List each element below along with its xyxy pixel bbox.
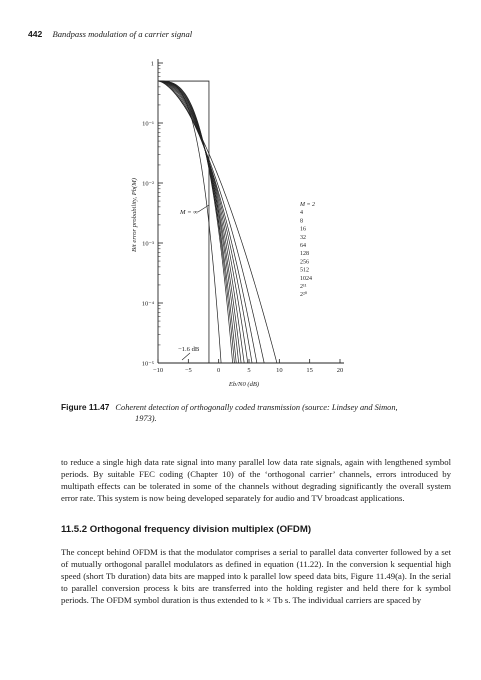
- y-tick-label: 10⁻¹: [142, 121, 154, 128]
- x-tick-label: 0: [217, 367, 220, 374]
- caption-line-1: Coherent detection of orthogonally coded…: [115, 403, 397, 412]
- y-tick-label: 10⁻⁴: [142, 301, 155, 308]
- series-label: 512: [300, 268, 309, 274]
- ber-curve-line: [158, 81, 252, 363]
- ber-curve-line: [158, 81, 236, 363]
- figure-label: Figure 11.47: [61, 402, 109, 412]
- series-label: 64: [300, 243, 306, 249]
- figure-caption: Figure 11.47 Coherent detection of orthog…: [61, 402, 451, 424]
- series-label: 2²⁰: [300, 291, 308, 298]
- series-label: 8: [300, 218, 303, 224]
- ber-curve-line: [158, 81, 264, 363]
- annotation-label: −1.6 dB: [178, 346, 200, 353]
- series-label: 2¹¹: [300, 284, 307, 290]
- x-tick-label: 15: [306, 367, 313, 374]
- limit-label: M = ∞: [179, 209, 198, 216]
- x-tick-label: 20: [337, 367, 344, 374]
- body-paragraph-2: The concept behind OFDM is that the modu…: [61, 546, 451, 606]
- series-label: 256: [300, 259, 309, 265]
- ber-chart: 110⁻¹10⁻²10⁻³10⁻⁴10⁻⁵ −10 −5 0 5 10 15 20 M = …: [0, 0, 481, 400]
- caption-line-2: 1973).: [61, 413, 451, 424]
- x-tick-label: 10: [276, 367, 283, 374]
- y-tick-label: 10⁻²: [142, 181, 154, 188]
- ber-curve-line: [158, 81, 248, 363]
- section-heading: 11.5.2 Orthogonal frequency division mul…: [61, 524, 311, 535]
- y-tick-label: 1: [151, 61, 154, 68]
- x-ticks: −10 −5 0 5 10 15 20: [153, 359, 343, 374]
- x-axis-label: Eb/N0 (dB): [228, 381, 259, 388]
- ber-curve-line: [158, 81, 257, 363]
- annotation-leader: [182, 353, 190, 360]
- y-tick-label: 10⁻³: [142, 241, 154, 248]
- series-label: 4: [300, 210, 303, 216]
- y-axis-label: Bit error probability, Pb(M): [131, 178, 138, 252]
- ber-curve-line: [158, 81, 244, 363]
- limit-curve-line: [158, 81, 209, 363]
- body-paragraph-1: to reduce a single high data rate signal…: [61, 456, 451, 504]
- x-tick-label: 5: [247, 367, 250, 374]
- series-label: 16: [300, 227, 306, 233]
- series-label: 1024: [300, 276, 312, 282]
- ber-curves: [158, 81, 277, 363]
- paragraph-text: to reduce a single high data rate signal…: [61, 456, 451, 504]
- series-label: 32: [300, 235, 306, 241]
- x-tick-label: −10: [153, 367, 163, 374]
- paragraph-text: The concept behind OFDM is that the modu…: [61, 546, 451, 606]
- series-label: M = 2: [299, 202, 315, 208]
- series-label: 128: [300, 251, 309, 257]
- x-tick-label: −5: [185, 367, 192, 374]
- y-ticks: 110⁻¹10⁻²10⁻³10⁻⁴10⁻⁵: [142, 61, 163, 368]
- ber-curve-line: [158, 81, 221, 363]
